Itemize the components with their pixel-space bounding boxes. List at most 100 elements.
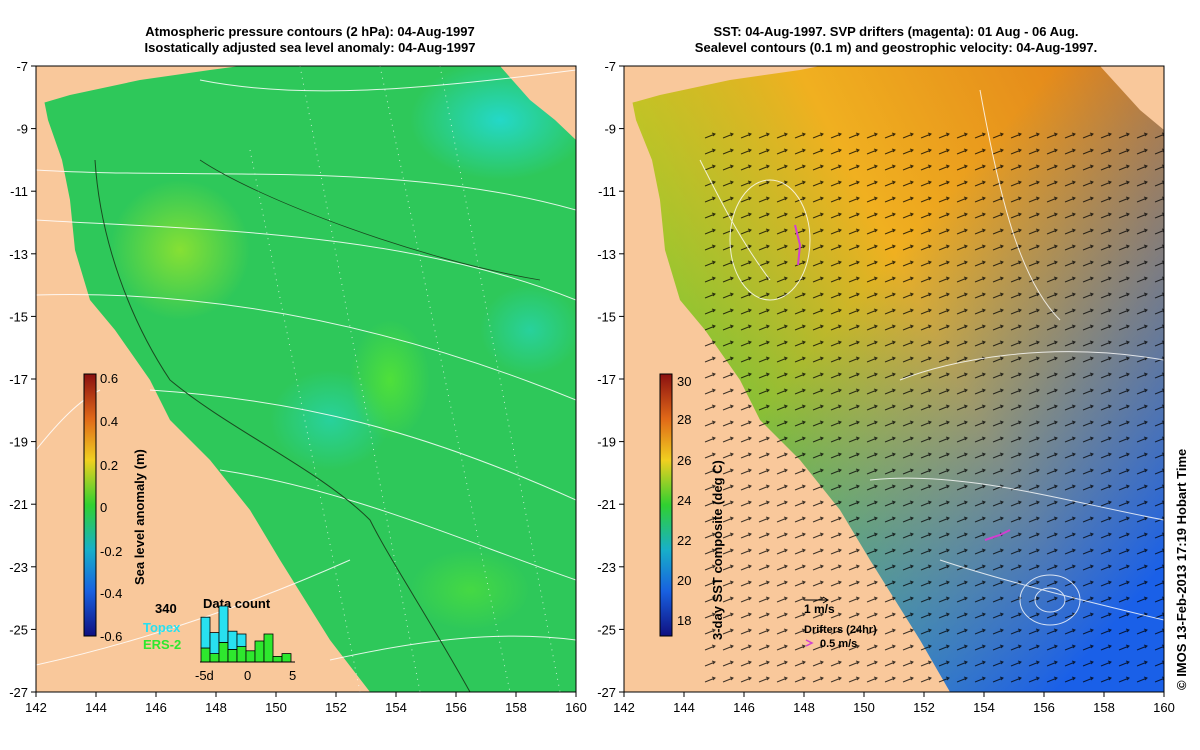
right-x-tick-label: 144 (673, 700, 695, 715)
right-x-tick-label: 158 (1093, 700, 1115, 715)
left-y-tick-label: -11 (10, 184, 28, 199)
data-count-axis-tick: -5d (195, 668, 214, 683)
left-x-tick-label: 148 (205, 700, 227, 715)
data-count-bar-ers2 (245, 650, 256, 663)
left-map (36, 66, 576, 692)
left-y-tick-label: -27 (9, 685, 28, 700)
right-cb-tick: 22 (677, 533, 691, 548)
left-x-tick-label: 158 (505, 700, 527, 715)
right-cb-tick: 26 (677, 453, 691, 468)
geostrophic-velocity-arrows (700, 130, 1164, 692)
left-x-tick-label: 146 (145, 700, 167, 715)
data-count-bar-ers2 (227, 649, 238, 663)
data-count-bar-ers2 (272, 656, 283, 663)
left-y-tick-label: -7 (16, 59, 28, 74)
data-count-inset: 340 Data count Topex ERS-2 -5d 0 5 (143, 596, 296, 683)
right-title-line1: SST: 04-Aug-1997. SVP drifters (magenta)… (713, 24, 1079, 39)
left-y-tick-label: -23 (9, 560, 28, 575)
drifter-legend-title: Drifters (24hr) (804, 624, 877, 636)
data-count-bar-topex (218, 605, 229, 643)
right-cb-tick: 30 (677, 374, 691, 389)
left-x-tick-label: 150 (265, 700, 287, 715)
left-y-tick-label: -9 (16, 122, 28, 137)
left-y-tick-label: -13 (9, 247, 28, 262)
left-y-tick-label: -19 (9, 435, 28, 450)
data-count-bar-ers2 (263, 633, 274, 663)
left-x-tick-label: 144 (85, 700, 107, 715)
left-cb-tick: -0.2 (100, 544, 122, 559)
data-count-ers2-label: ERS-2 (143, 637, 181, 652)
left-australia-land (36, 66, 370, 692)
right-y-tick-label: -23 (597, 560, 616, 575)
left-y-tick-label: -17 (9, 372, 28, 387)
right-y-tick-label: -9 (604, 122, 616, 137)
right-y-tick-label: -19 (597, 435, 616, 450)
left-title-line1: Atmospheric pressure contours (2 hPa): 0… (145, 24, 475, 39)
drifter-legend-speed: 0.5 m/s (820, 638, 857, 650)
right-x-tick-label: 152 (913, 700, 935, 715)
left-cb-tick: 0.2 (100, 458, 118, 473)
data-count-title: Data count (203, 596, 271, 611)
drifter-track-1 (794, 224, 802, 266)
right-map-title: SST: 04-Aug-1997. SVP drifters (magenta)… (616, 24, 1176, 56)
right-x-tick-label: 160 (1153, 700, 1175, 715)
data-count-bar-ers2 (254, 640, 265, 663)
left-pressure-contours (36, 69, 576, 666)
right-png-land (624, 66, 820, 105)
axes-ticks: 142 144 146 148 150 152 154 156 158 160 -7 -9 -11 -13… (9, 59, 1175, 715)
data-count-axis-tick: 0 (244, 668, 251, 683)
data-count-topex-label: Topex (143, 620, 181, 635)
left-y-tick-label: -15 (9, 309, 28, 324)
right-y-tick-label: -11 (598, 184, 616, 199)
credit-text: © IMOS 13-Feb-2013 17:19 Hobart Time (1174, 449, 1189, 690)
right-x-tick-label: 142 (613, 700, 635, 715)
right-title-line2: Sealevel contours (0.1 m) and geostrophi… (694, 40, 1098, 55)
right-map (624, 66, 1164, 692)
drifter-track-2 (984, 529, 1011, 541)
left-cb-tick: 0.4 (100, 414, 118, 429)
velocity-legend: 1 m/s Drifters (24hr) 0.5 m/s (804, 596, 877, 650)
right-cb-tick: 24 (677, 493, 691, 508)
right-islands-land (1100, 66, 1164, 130)
data-count-bar-topex (227, 630, 238, 650)
sealevel-contours (699, 89, 1164, 626)
left-cb-tick: -0.6 (100, 629, 122, 644)
right-x-tick-label: 150 (853, 700, 875, 715)
right-cb-tick: 18 (677, 613, 691, 628)
right-y-tick-label: -7 (604, 59, 616, 74)
right-x-tick-label: 146 (733, 700, 755, 715)
right-y-tick-label: -13 (597, 247, 616, 262)
data-count-bar-topex (200, 616, 211, 649)
left-x-tick-label: 142 (25, 700, 47, 715)
right-y-tick-label: -21 (597, 497, 616, 512)
left-x-tick-label: 160 (565, 700, 587, 715)
data-count-bar-topex (209, 632, 220, 654)
data-count-total: 340 (155, 601, 177, 616)
left-map-title: Atmospheric pressure contours (2 hPa): 0… (40, 24, 580, 56)
data-count-axis-tick: 5 (289, 668, 296, 683)
right-colorbar-ticks: 30 28 26 24 22 20 18 (677, 374, 691, 628)
right-x-tick-label: 156 (1033, 700, 1055, 715)
left-y-tick-label: -25 (9, 622, 28, 637)
left-title-line2: Isostatically adjusted sea level anomaly… (144, 40, 476, 55)
drifter-legend-arrow-icon (805, 639, 814, 647)
right-cb-tick: 28 (677, 412, 691, 427)
right-cb-tick: 20 (677, 573, 691, 588)
left-cb-tick: 0 (100, 500, 107, 515)
right-y-tick-label: -27 (597, 685, 616, 700)
left-x-tick-label: 154 (385, 700, 407, 715)
left-x-tick-label: 152 (325, 700, 347, 715)
right-x-tick-label: 148 (793, 700, 815, 715)
left-colorbar (83, 373, 97, 637)
left-x-tick-label: 156 (445, 700, 467, 715)
right-y-tick-label: -17 (597, 372, 616, 387)
left-png-land (36, 66, 240, 105)
right-colorbar-label: 3-day SST composite (deg C) (710, 460, 725, 640)
data-count-bar-ers2 (218, 642, 229, 663)
right-y-tick-label: -15 (597, 309, 616, 324)
data-count-bar-ers2 (236, 646, 247, 663)
right-y-tick-label: -25 (597, 622, 616, 637)
right-x-tick-label: 154 (973, 700, 995, 715)
left-colorbar-label: Sea level anomaly (m) (132, 449, 147, 585)
